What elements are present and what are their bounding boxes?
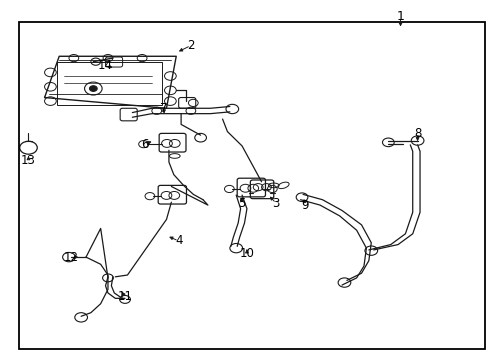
Text: 2: 2 [187,39,194,52]
Text: 1: 1 [396,10,404,23]
Text: 4: 4 [175,234,182,247]
Text: 12: 12 [64,251,79,264]
Text: 14: 14 [98,59,113,72]
Bar [57,62,161,105]
Text: 8: 8 [413,127,421,140]
Text: 13: 13 [21,154,36,167]
Text: 3: 3 [272,197,279,210]
Text: 11: 11 [117,290,132,303]
Text: 7: 7 [160,102,167,115]
Text: 10: 10 [239,247,254,260]
Text: 5: 5 [238,197,245,210]
Text: 9: 9 [301,199,308,212]
Text: 6: 6 [141,138,148,150]
Circle shape [89,86,97,91]
